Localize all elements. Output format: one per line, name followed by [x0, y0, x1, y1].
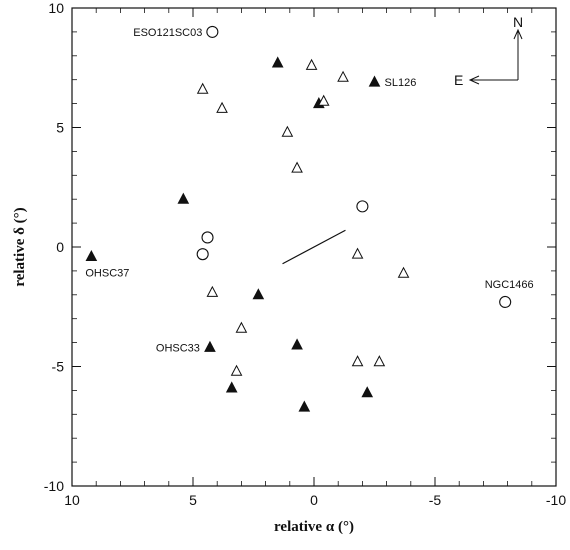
x-tick-label: 10: [64, 492, 80, 508]
y-tick-label: 5: [56, 120, 64, 136]
y-tick-label: 0: [56, 239, 64, 255]
connecting-line: [282, 229, 346, 265]
open-triangle-marker: [305, 58, 318, 70]
filled-triangle-marker: [225, 381, 238, 393]
compass-east-label: E: [454, 72, 463, 88]
x-tick-label: 5: [189, 492, 197, 508]
y-tick-label: 10: [48, 0, 64, 16]
open-circle-marker: [206, 25, 219, 38]
cluster-label: OHSC37: [85, 268, 129, 280]
open-triangle-marker: [216, 101, 228, 113]
x-tick-label: -10: [546, 492, 566, 508]
open-circle-marker: [201, 231, 214, 244]
cluster-label: NGC1466: [485, 279, 534, 291]
open-triangle-marker: [206, 285, 219, 297]
open-triangle-marker: [230, 364, 243, 376]
open-triangle-marker: [317, 94, 330, 106]
annotations: ESO121SC03 SL126 OHSC37 NGC1466 OHSC33: [85, 27, 533, 354]
y-tick-label: -10: [44, 478, 64, 494]
y-tick-label: -5: [52, 359, 65, 375]
open-triangle-marker: [281, 125, 294, 137]
open-triangle-marker: [351, 355, 364, 367]
cluster-label: ESO121SC03: [133, 27, 202, 39]
open-circle-marker: [499, 295, 512, 309]
data-markers: [85, 25, 512, 412]
open-triangle-marker: [235, 321, 248, 333]
open-triangle-marker: [351, 247, 364, 259]
open-triangle-marker: [291, 161, 303, 173]
cluster-label: OHSC33: [156, 342, 200, 354]
filled-triangle-marker: [291, 338, 303, 350]
cluster-label: SL126: [385, 77, 417, 89]
filled-triangle-marker: [252, 288, 265, 300]
compass-north-label: N: [513, 14, 523, 30]
filled-triangle-marker: [361, 386, 374, 398]
x-tick-label: -5: [429, 492, 442, 508]
compass-east-arrowhead: [468, 75, 480, 85]
open-triangle-marker: [397, 266, 410, 278]
compass-north-arrowhead: [513, 28, 523, 40]
filled-triangle-marker: [177, 192, 190, 204]
y-axis-title: relative δ (°): [12, 207, 28, 286]
orientation-line: [282, 229, 346, 265]
filled-triangle-marker: [85, 249, 98, 262]
filled-triangle-marker: [298, 400, 311, 412]
x-axis-title: relative α (°): [274, 519, 354, 535]
x-tick-label: 0: [310, 492, 318, 508]
filled-triangle-marker: [271, 56, 284, 68]
open-triangle-marker: [337, 70, 349, 82]
compass: N E: [454, 14, 523, 88]
filled-triangle-marker: [368, 75, 381, 87]
open-triangle-marker: [196, 82, 209, 94]
filled-triangle-marker: [204, 340, 216, 352]
open-triangle-marker: [373, 355, 386, 367]
open-circle-marker: [356, 200, 369, 213]
open-circle-marker: [196, 248, 209, 261]
